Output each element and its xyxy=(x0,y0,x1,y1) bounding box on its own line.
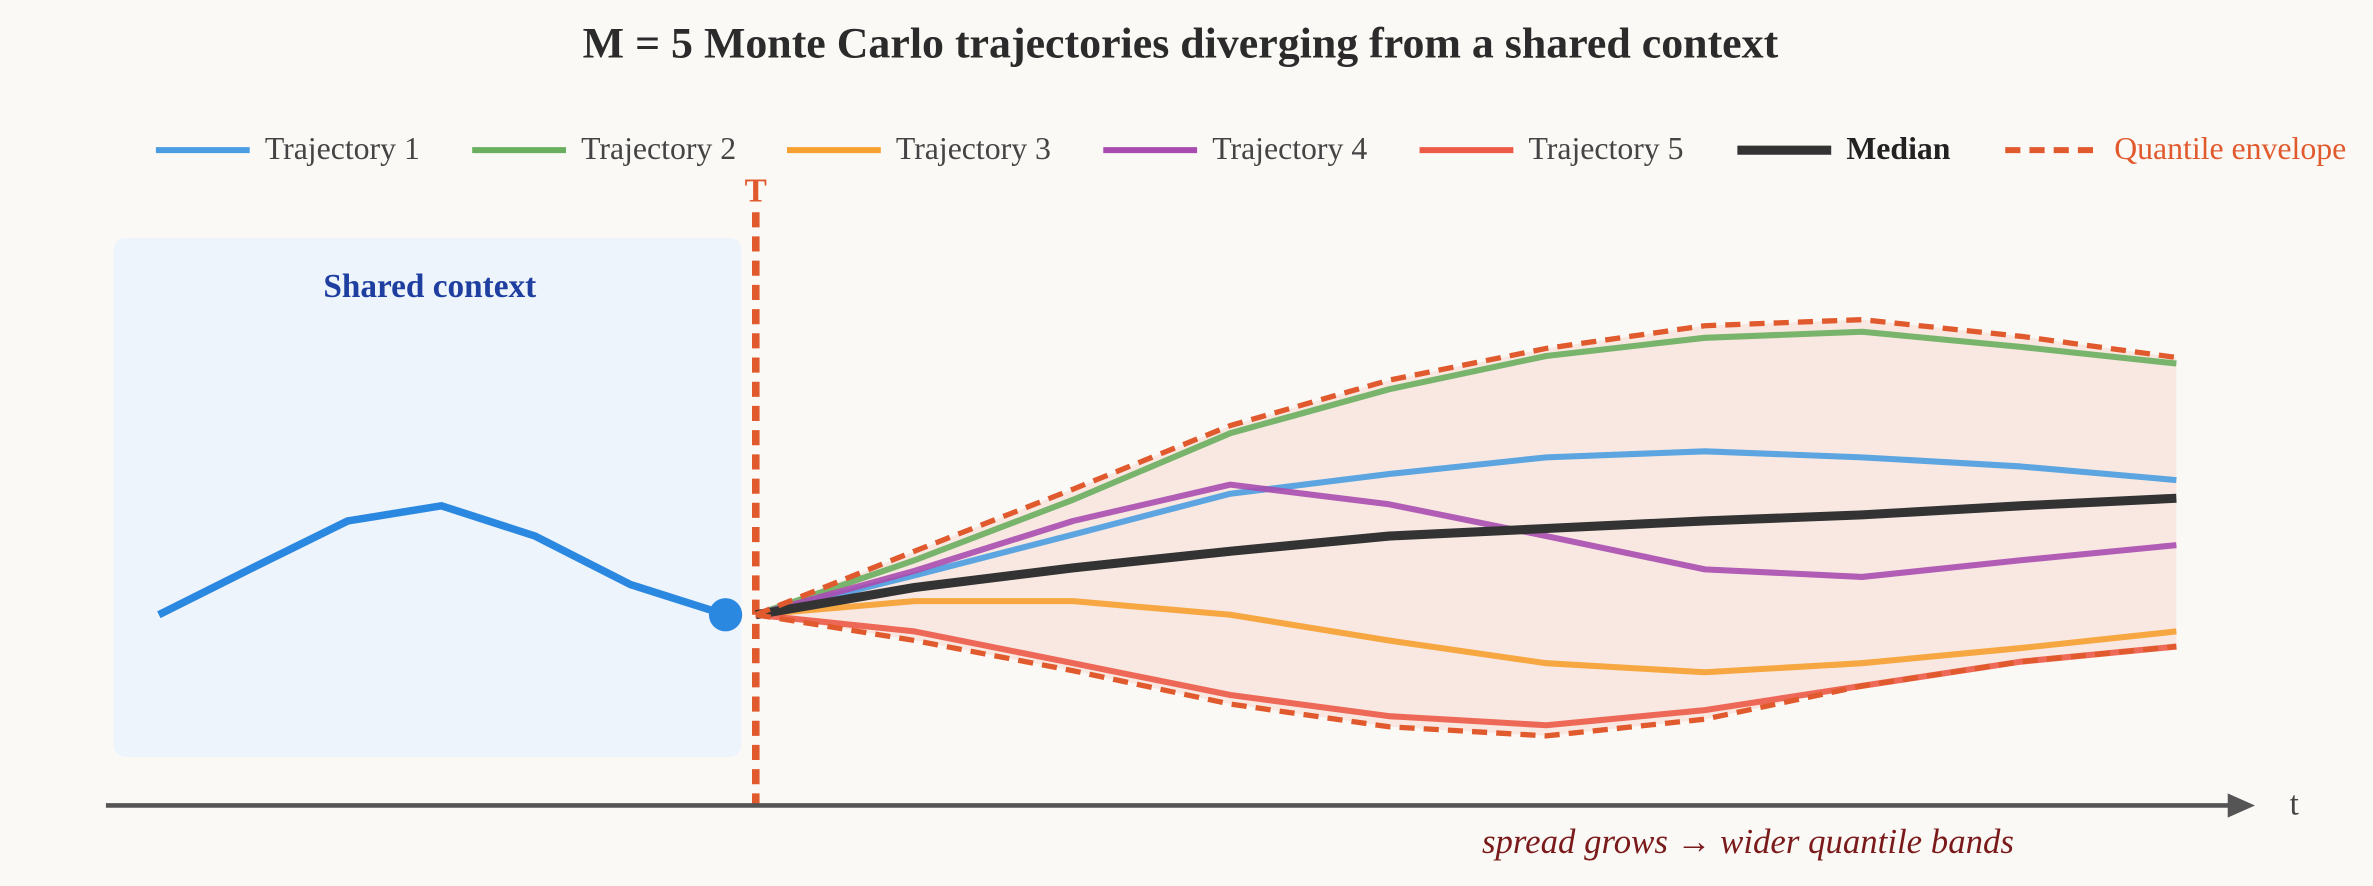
annotation: spread grows → wider quantile bands xyxy=(1482,822,2014,861)
split-label: T xyxy=(745,173,767,210)
quantile-band xyxy=(755,319,2177,736)
legend-label: Trajectory 1 xyxy=(265,131,420,166)
legend-label: Median xyxy=(1846,131,1950,166)
legend-label: Trajectory 4 xyxy=(1212,131,1367,166)
trajectory-line xyxy=(754,481,2177,618)
legend-label: Quantile envelope xyxy=(2114,131,2346,166)
legend-label: Trajectory 2 xyxy=(581,131,736,166)
median-line xyxy=(755,493,2177,620)
trajectory-line xyxy=(755,448,2177,618)
x-axis-label: t xyxy=(2290,786,2300,823)
context-label: Shared context xyxy=(323,268,536,305)
legend-label: Trajectory 3 xyxy=(896,131,1051,166)
context-line xyxy=(157,502,727,619)
x-axis-arrow xyxy=(2227,793,2255,818)
envelope-upper xyxy=(754,317,2177,618)
legend-label: Trajectory 5 xyxy=(1529,131,1684,166)
envelope-lower xyxy=(755,612,2177,739)
trajectory-line xyxy=(754,328,2177,618)
chart-title: M = 5 Monte Carlo trajectories diverging… xyxy=(583,19,1779,67)
context-box xyxy=(113,237,742,758)
context-end-point xyxy=(708,598,743,632)
trajectory-line xyxy=(755,598,2177,676)
